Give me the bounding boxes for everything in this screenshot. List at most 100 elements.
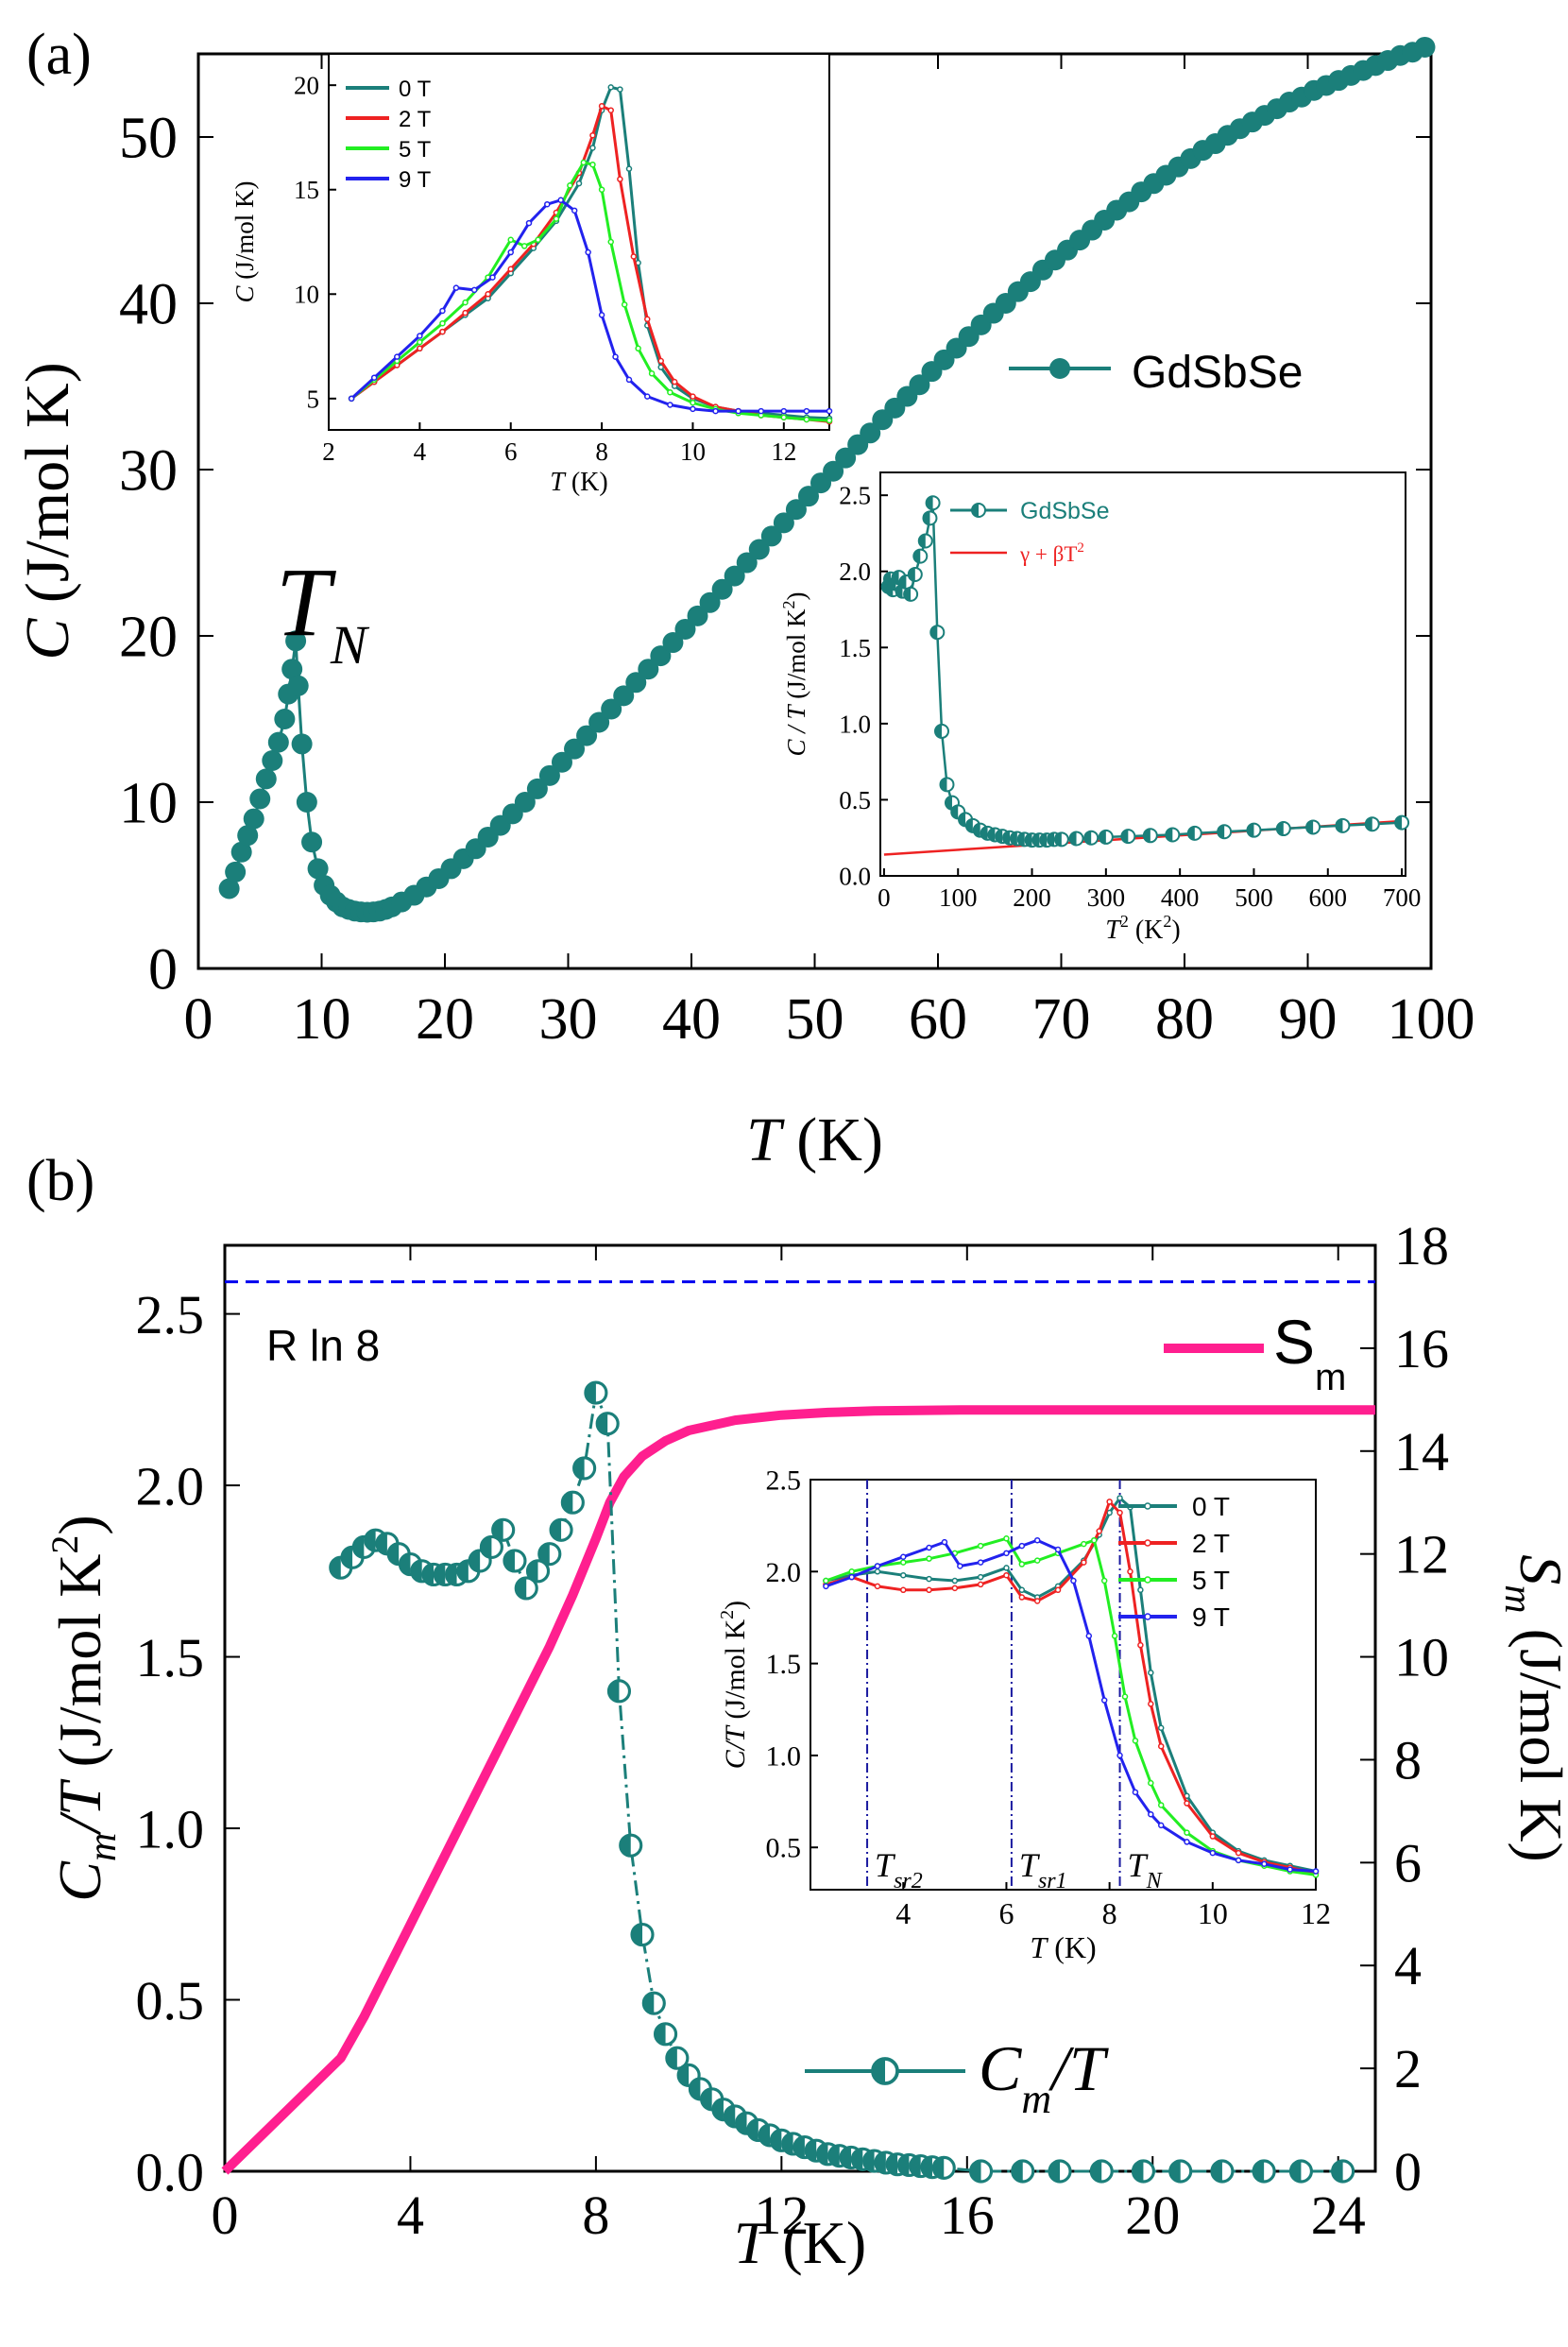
panel-b-cm-point-fill [655, 2023, 666, 2045]
inset-a1-point [507, 248, 514, 256]
inset-a2-point-fill [1166, 828, 1173, 842]
panel-b-cm-point-fill [481, 1536, 492, 1558]
inset-b1-point [1116, 1509, 1123, 1516]
panel-b-cm-point-fill [585, 1382, 596, 1404]
inset-a1-point [525, 219, 533, 227]
inset-b1-point [1121, 1693, 1129, 1700]
inset-b1-point [1081, 1559, 1087, 1566]
inset-a1-point [667, 388, 673, 396]
inset-a1-point [348, 395, 355, 403]
panel-b-cm-point-fill [423, 1564, 435, 1585]
panel-b-cm-point-fill [678, 2064, 690, 2086]
b1-xtick-label: 12 [1301, 1896, 1331, 1930]
panel-a-point [249, 788, 271, 810]
inset-a2-point-fill [1032, 833, 1040, 848]
inset-b1-point [1003, 1565, 1010, 1571]
inset-b1-point [951, 1577, 959, 1585]
panel-b-cm-point-fill [435, 1564, 446, 1585]
panel-b-cm-point-fill [620, 1835, 631, 1857]
inset-a2-point-fill [908, 567, 915, 581]
panel-a-point [638, 659, 659, 680]
inset-a2-point-fill [904, 587, 912, 601]
inset-b1-point [1127, 1568, 1133, 1575]
inset-b1-point [900, 1559, 907, 1566]
inset-b1-point [1091, 1536, 1098, 1544]
panel-a-point [237, 825, 259, 847]
b-y2tick-label: 18 [1394, 1215, 1449, 1276]
inset-a1-point [617, 176, 623, 182]
inset-b1-point [1148, 1670, 1154, 1676]
panel-b-cm-point-fill [771, 2130, 782, 2151]
panel-b-cm-point-fill [1332, 2161, 1343, 2182]
panel-a-label: (a) [26, 23, 92, 87]
panel-a-point [564, 738, 586, 760]
inset-a1-point [644, 316, 651, 323]
a-xtick-label: 30 [539, 987, 598, 1052]
panel-b-cm-point-fill [898, 2154, 910, 2176]
inset-b1-point [1116, 1752, 1123, 1759]
inset-b1-point [926, 1586, 932, 1594]
inset-b1-legend-label: 0 T [1192, 1492, 1230, 1521]
inset-a2-point-fill [1121, 830, 1129, 844]
inset-a1-point [553, 215, 560, 222]
a-ytick-label: 50 [119, 107, 178, 171]
panel-b-cm-point-fill [411, 1560, 422, 1582]
inset-a2-ylabel: C / T (J/mol K2) [779, 591, 810, 756]
panel-b-cm-point-fill [632, 1924, 643, 1945]
inset-a2-point-fill [973, 823, 980, 837]
inset-b1-point [1070, 1577, 1077, 1585]
inset-b1-point [951, 1585, 959, 1592]
panel-b-cm-point-fill [690, 2078, 701, 2099]
panel-b-cm-point-fill [551, 1519, 562, 1541]
panel-b-cm-point-fill [852, 2149, 863, 2170]
panel-a-point [225, 861, 247, 882]
panel-b-cm-point-fill [875, 2151, 886, 2173]
inset-a1-point [417, 345, 423, 352]
inset-a1-point [617, 86, 623, 93]
inset-a1-point [635, 345, 641, 352]
a-xtick-label: 10 [293, 987, 351, 1052]
panel-a-point [699, 591, 721, 613]
inset-a2-point-fill [1099, 830, 1106, 844]
inset-a1-legend-label: 2 T [399, 107, 432, 132]
panel-a-point [262, 750, 283, 771]
a-xtick-label: 40 [662, 987, 721, 1052]
a2-ytick-label: 1.0 [839, 710, 871, 738]
panel-a-point [287, 675, 309, 696]
inset-a1-point [690, 400, 696, 406]
inset-b1-point [1235, 1849, 1242, 1857]
panel-b-cm-point-fill [863, 2150, 875, 2172]
inset-b1-point [874, 1568, 881, 1575]
a1-xtick-label: 4 [414, 437, 427, 466]
inset-a1-axes [328, 53, 830, 431]
inset-b1-vline-label: TN [1128, 1846, 1164, 1893]
panel-a-point [296, 792, 317, 813]
panel-a-point [711, 578, 733, 600]
inset-a2-point-fill [951, 805, 959, 819]
a-xtick-label: 0 [184, 987, 213, 1052]
inset-a1-point [589, 161, 596, 168]
b-y2tick-label: 12 [1394, 1524, 1449, 1585]
inset-a1-xlabel: T (K) [550, 468, 607, 497]
inset-b1-point [926, 1575, 932, 1583]
b-ytick-label: 0.0 [136, 2141, 205, 2202]
inset-a1-point [589, 131, 596, 139]
panel-b-reference-label: R ln 8 [266, 1321, 380, 1370]
inset-a1-point [826, 417, 833, 424]
inset-b1-point [1209, 1833, 1217, 1840]
inset-a1-point [439, 319, 446, 327]
inset-a2-point-fill [945, 796, 952, 810]
inset-a2-legend-data: GdSbSe [1020, 498, 1110, 524]
inset-a2-axes [879, 471, 1406, 877]
panel-b-cm-point-fill [701, 2088, 712, 2110]
inset-a2-point-fill [1365, 817, 1372, 831]
inset-a2-point-fill [1306, 820, 1314, 834]
panel-b-cm-point-fill [597, 1413, 608, 1434]
inset-b1-point [1018, 1561, 1026, 1568]
inset-b1-point [823, 1577, 829, 1585]
inset-a1-point [535, 236, 541, 244]
panel-b-cm-point-fill [841, 2147, 852, 2168]
inset-b1-point [1184, 1839, 1190, 1845]
inset-a1-point [598, 103, 605, 110]
inset-b1-point [900, 1571, 907, 1579]
